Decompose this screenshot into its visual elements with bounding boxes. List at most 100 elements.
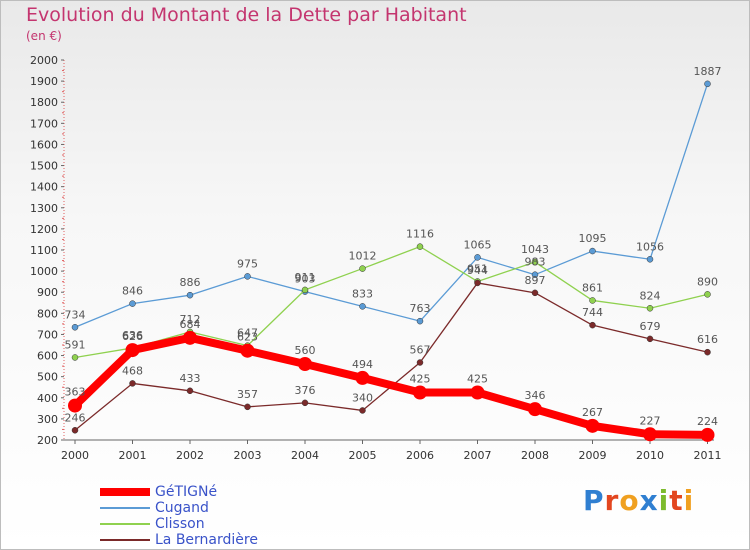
- data-label: 340: [352, 391, 373, 404]
- data-point: [186, 387, 194, 395]
- data-label: 425: [467, 373, 488, 386]
- data-label: 433: [180, 372, 201, 385]
- data-point: [704, 348, 711, 356]
- data-point: [359, 303, 366, 310]
- legend-swatch: [100, 523, 150, 525]
- series-line: [74, 83, 709, 328]
- logo-letter: o: [619, 484, 640, 517]
- y-tick-label: 2000: [30, 54, 58, 67]
- data-label: 684: [180, 318, 201, 331]
- y-tick-label: 1900: [30, 75, 58, 88]
- y-tick-label: 300: [37, 413, 58, 426]
- data-point: [531, 258, 539, 266]
- data-label: 712: [180, 313, 201, 326]
- series-line: [71, 333, 712, 439]
- data-label: 886: [180, 276, 201, 289]
- data-label: 346: [525, 389, 546, 402]
- x-tick-label: 2003: [234, 449, 262, 462]
- data-label: 975: [237, 257, 258, 270]
- data-point: [474, 279, 481, 287]
- data-label: 734: [65, 308, 86, 321]
- data-point: [704, 291, 711, 298]
- data-point: [71, 354, 79, 361]
- x-tick-label: 2000: [61, 449, 89, 462]
- data-label: 911: [295, 271, 316, 284]
- data-point: [244, 403, 251, 411]
- legend-label: La Bernardière: [155, 532, 258, 548]
- data-label: 363: [65, 386, 86, 399]
- data-point: [416, 243, 424, 250]
- data-label: 744: [582, 306, 603, 319]
- logo-letter: i: [683, 484, 695, 517]
- proxiti-logo: Proxiti: [583, 484, 694, 517]
- data-point: [585, 418, 600, 433]
- series-line: [74, 282, 709, 431]
- data-point: [474, 254, 481, 261]
- data-point: [646, 305, 654, 312]
- data-point: [589, 321, 596, 329]
- data-point: [531, 271, 539, 278]
- data-label: 616: [697, 333, 718, 346]
- data-label: 626: [122, 330, 143, 343]
- legend-label: GéTIGNé: [155, 484, 218, 500]
- data-label: 1095: [579, 232, 607, 245]
- data-point: [359, 407, 366, 414]
- data-label: 1065: [464, 238, 492, 251]
- data-label: 560: [295, 344, 316, 357]
- data-point: [244, 273, 251, 280]
- data-label: 1056: [636, 240, 664, 253]
- y-tick-label: 1200: [30, 223, 58, 236]
- axes: 200 300 400 500 600 700 800 900 1000 1100 1200 1300…: [30, 54, 722, 462]
- legend-label: Cugand: [155, 500, 209, 516]
- legend-swatch: [100, 539, 150, 541]
- data-point: [129, 300, 136, 307]
- data-label: 897: [525, 274, 546, 287]
- x-tick-label: 2011: [694, 449, 722, 462]
- data-label: 1043: [521, 243, 549, 256]
- data-point: [643, 427, 657, 442]
- data-label: 890: [697, 275, 718, 288]
- y-tick-label: 1000: [30, 265, 58, 278]
- data-label: 1887: [694, 65, 722, 78]
- data-point: [129, 380, 136, 387]
- data-point: [125, 343, 140, 358]
- logo-letter: P: [583, 484, 605, 517]
- data-point: [589, 297, 596, 304]
- y-tick-label: 600: [37, 350, 58, 363]
- data-point: [68, 398, 82, 413]
- chart-title: Evolution du Montant de la Dette par Hab…: [26, 4, 467, 26]
- series-layer: [68, 80, 715, 442]
- data-point: [646, 335, 654, 343]
- x-tick-label: 2005: [349, 449, 377, 462]
- series-g-tign-: [68, 330, 715, 442]
- data-label: 983: [525, 256, 546, 269]
- logo-letter: x: [639, 484, 659, 517]
- x-tick-label: 2004: [291, 449, 319, 462]
- data-label: 227: [640, 414, 661, 427]
- data-point: [301, 286, 309, 294]
- y-tick-label: 1800: [30, 96, 58, 109]
- y-tick-label: 500: [37, 371, 58, 384]
- data-point: [646, 256, 654, 263]
- y-tick-label: 200: [37, 434, 58, 447]
- data-label: 824: [640, 289, 661, 302]
- x-tick-label: 2002: [176, 449, 204, 462]
- data-point: [700, 427, 715, 442]
- data-point: [240, 343, 255, 358]
- data-label: 951: [467, 262, 488, 275]
- x-tick-label: 2007: [464, 449, 492, 462]
- data-point: [704, 80, 711, 88]
- data-label: 591: [65, 338, 86, 351]
- data-label: 224: [697, 415, 718, 428]
- y-tick-label: 1100: [30, 244, 58, 257]
- x-tick-label: 2008: [521, 449, 549, 462]
- x-tick-label: 2001: [119, 449, 147, 462]
- y-tick-label: 1300: [30, 202, 58, 215]
- data-point: [355, 370, 370, 385]
- logo-letter: r: [604, 484, 620, 517]
- data-label: 376: [295, 384, 316, 397]
- data-label: 647: [237, 327, 258, 340]
- data-point: [470, 385, 485, 400]
- data-point: [183, 330, 197, 345]
